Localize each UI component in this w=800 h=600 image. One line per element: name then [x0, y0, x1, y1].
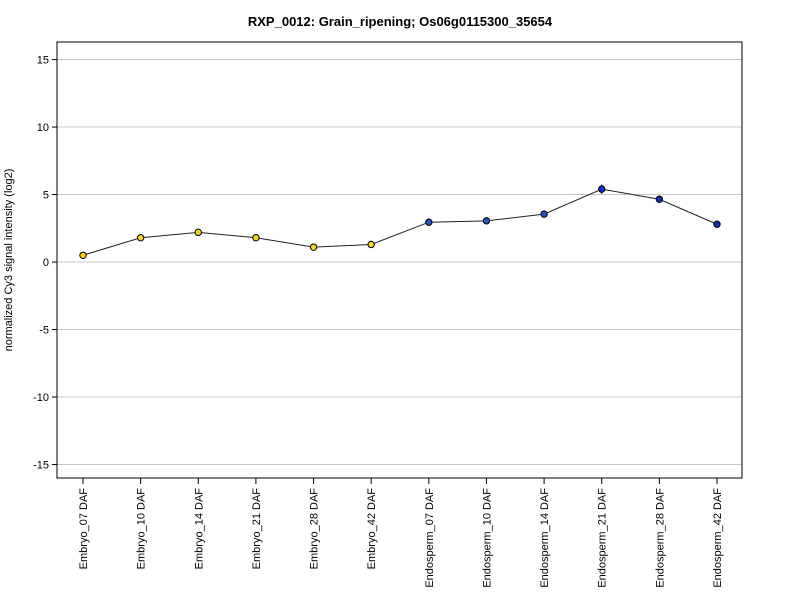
- x-tick-label: Endosperm_28 DAF: [654, 488, 666, 588]
- data-point: [79, 251, 87, 259]
- data-point: [309, 243, 318, 251]
- grid-lines: [57, 59, 742, 466]
- data-point: [136, 234, 145, 242]
- y-tick-label: 0: [43, 257, 49, 269]
- series-line: [79, 184, 721, 259]
- chart-title: RXP_0012: Grain_ripening; Os06g0115300_3…: [248, 14, 553, 29]
- data-point: [540, 210, 548, 218]
- data-point: [482, 217, 491, 225]
- data-point: [425, 218, 433, 226]
- x-axis: Embryo_07 DAF Embryo_10 DAF Embryo_14 DAF E…: [78, 478, 724, 588]
- x-tick-label: Embryo_21 DAF: [251, 488, 263, 570]
- data-point: [194, 228, 202, 237]
- x-tick-label: Endosperm_42 DAF: [712, 488, 724, 588]
- y-tick-label: 15: [37, 55, 49, 67]
- data-point: [252, 234, 260, 242]
- data-point: [713, 220, 721, 228]
- y-tick-label: 5: [43, 190, 49, 202]
- x-tick-label: Endosperm_07 DAF: [424, 488, 436, 588]
- y-axis: -15 -10 -5 0 5 10 15: [33, 55, 57, 472]
- data-point: [367, 240, 375, 249]
- x-tick-label: Endosperm_14 DAF: [539, 488, 551, 588]
- y-tick-label: 10: [37, 122, 49, 134]
- x-tick-label: Endosperm_21 DAF: [597, 488, 609, 588]
- x-tick-label: Embryo_07 DAF: [78, 488, 90, 570]
- y-axis-label: normalized Cy3 signal intensity (log2): [3, 169, 15, 352]
- data-point: [598, 185, 606, 193]
- y-tick-label: -10: [33, 392, 49, 404]
- y-tick-label: -5: [39, 325, 49, 337]
- x-tick-label: Embryo_14 DAF: [193, 488, 205, 570]
- x-tick-label: Embryo_10 DAF: [136, 488, 148, 570]
- plot-frame: [56, 41, 743, 479]
- x-tick-label: Embryo_42 DAF: [366, 488, 378, 570]
- x-tick-label: Embryo_28 DAF: [309, 488, 321, 570]
- y-tick-label: -15: [33, 460, 49, 472]
- x-tick-label: Endosperm_10 DAF: [481, 488, 493, 588]
- data-point: [655, 195, 664, 203]
- series-polyline: [82, 188, 718, 256]
